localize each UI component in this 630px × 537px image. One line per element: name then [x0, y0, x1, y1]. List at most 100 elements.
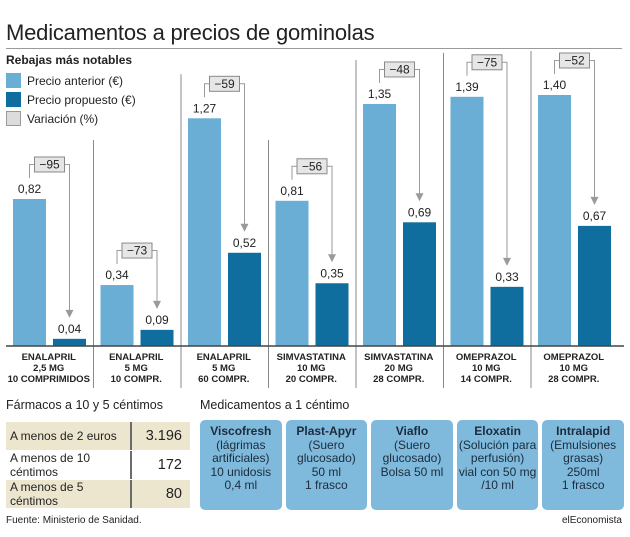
data-label-previous: 0,82 [18, 182, 42, 196]
drug-detail: (lágrimas [216, 437, 266, 452]
drug-card: Eloxatin (Solución para perfusión) vial … [456, 420, 539, 510]
variation-label: −59 [214, 77, 235, 91]
variation-connector [116, 250, 122, 265]
category-label: 5 MG [125, 363, 148, 374]
variation-arrowhead [503, 257, 511, 266]
legend-item-proposed-price: Precio propuesto (€) [6, 92, 136, 107]
category-label: 60 COMPR. [198, 374, 249, 385]
drug-detail: 0,4 ml [224, 478, 258, 492]
drug-detail: glucosado) [297, 451, 356, 465]
row-value: 80 [165, 486, 182, 502]
legend-item-variation: Variación (%) [6, 111, 98, 126]
category-label: 10 COMPRIMIDOS [8, 374, 90, 385]
category-label: 14 COMPR. [461, 374, 512, 385]
variation-box [559, 52, 590, 69]
variation-arrowhead [415, 193, 424, 202]
variation-box [471, 54, 503, 71]
drug-detail: grasas) [563, 451, 604, 465]
variation-connector [414, 68, 420, 195]
bar-previous-price [538, 95, 571, 346]
drug-name: Plast-Apyr [296, 424, 357, 438]
drug-detail: artificiales) [212, 451, 270, 465]
legend-label-previous: Precio anterior (€) [27, 73, 124, 88]
drug-card: Intralapid (Emulsiones grasas) 250ml 1 f… [542, 420, 624, 510]
variation-connector [466, 61, 472, 76]
variation-arrowhead [153, 300, 161, 309]
drug-detail: (Suero [308, 437, 345, 452]
data-label-proposed: 0,35 [320, 266, 344, 280]
variation-connector [291, 165, 297, 180]
cheap-table: A menos de 2 euros 3.196 A menos de 10 c… [6, 422, 190, 509]
row-label: A menos de 2 euros [6, 422, 132, 450]
row-label: A menos de 10 céntimos [6, 451, 132, 479]
legend-swatch-proposed [6, 92, 21, 107]
variation-arrowhead [65, 309, 74, 318]
legend-swatch-previous [6, 73, 21, 88]
category-label: 5 MG [212, 363, 235, 374]
drug-detail: (Solución para [458, 437, 537, 452]
drug-detail: 10 unidosis [210, 464, 272, 479]
cheap-section-title: Fármacos a 10 y 5 céntimos [6, 398, 164, 412]
bar-proposed-price [228, 252, 261, 346]
data-label-proposed: 0,33 [495, 270, 519, 284]
bar-proposed-price [315, 283, 349, 346]
data-label-previous: 0,81 [280, 184, 304, 198]
category-label: 2,5 MG [33, 363, 64, 374]
variation-label: −75 [477, 55, 498, 69]
drug-card: Plast-Apyr (Suero glucosado) 50 ml 1 fra… [285, 420, 368, 510]
drug-name: Viaflo [395, 424, 429, 438]
source-note: Fuente: Ministerio de Sanidad. [6, 515, 142, 526]
category-label: 28 COMPR. [548, 374, 599, 385]
category-label: 20 COMPR. [286, 374, 337, 385]
data-label-previous: 1,40 [543, 78, 567, 92]
row-value: 172 [157, 457, 182, 473]
variation-arrowhead [590, 196, 599, 205]
row-label: A menos de 5 céntimos [6, 480, 132, 508]
variation-arrowhead [328, 254, 336, 263]
category-label: 10 MG [559, 363, 588, 374]
bar-previous-price [450, 96, 484, 347]
variation-box [384, 61, 415, 78]
legend-item-previous-price: Precio anterior (€) [6, 73, 123, 88]
drug-detail: 1 frasco [305, 478, 348, 492]
bar-proposed-price [53, 338, 86, 346]
row-value: 3.196 [145, 428, 182, 444]
variation-connector [204, 83, 210, 98]
variation-connector [327, 165, 333, 256]
one-cent-cards: Viscofresh (lágrimas artificiales) 10 un… [200, 420, 624, 510]
category-label: ENALAPRIL [197, 352, 252, 363]
bar-previous-price [363, 103, 396, 346]
bar-previous-price [13, 198, 46, 346]
bar-proposed-price [140, 329, 174, 346]
category-label: 10 MG [297, 363, 326, 374]
variation-box [34, 156, 65, 173]
drug-detail: 1 frasco [561, 478, 605, 492]
drug-detail: 50 ml [311, 464, 342, 479]
category-label: SIMVASTATINA [364, 352, 433, 363]
bar-proposed-price [403, 222, 436, 346]
bar-proposed-price [578, 225, 611, 346]
variation-connector [502, 61, 508, 259]
table-row: A menos de 2 euros 3.196 [6, 422, 190, 451]
drug-detail: Bolsa 50 ml [380, 464, 444, 479]
category-label: 10 MG [472, 363, 501, 374]
data-label-previous: 1,39 [455, 80, 479, 94]
variation-box [209, 75, 240, 92]
variation-label: −95 [39, 157, 60, 171]
data-label-proposed: 0,52 [233, 236, 257, 250]
category-label: ENALAPRIL [109, 352, 164, 363]
category-label: 28 COMPR. [373, 374, 424, 385]
category-label: 10 COMPR. [111, 374, 162, 385]
drug-detail: 250ml [566, 464, 600, 479]
category-label: OMEPRAZOL [456, 352, 517, 363]
bar-previous-price [188, 118, 221, 346]
data-label-proposed: 0,67 [583, 209, 607, 223]
data-label-proposed: 0,04 [58, 322, 82, 336]
drug-detail: /10 ml [481, 478, 514, 492]
variation-connector [554, 60, 560, 74]
variation-connector [589, 60, 595, 198]
variation-connector [64, 163, 70, 311]
drug-detail: glucosado) [382, 451, 442, 465]
drug-detail: (Suero [393, 437, 430, 452]
drug-name: Viscofresh [210, 424, 272, 438]
